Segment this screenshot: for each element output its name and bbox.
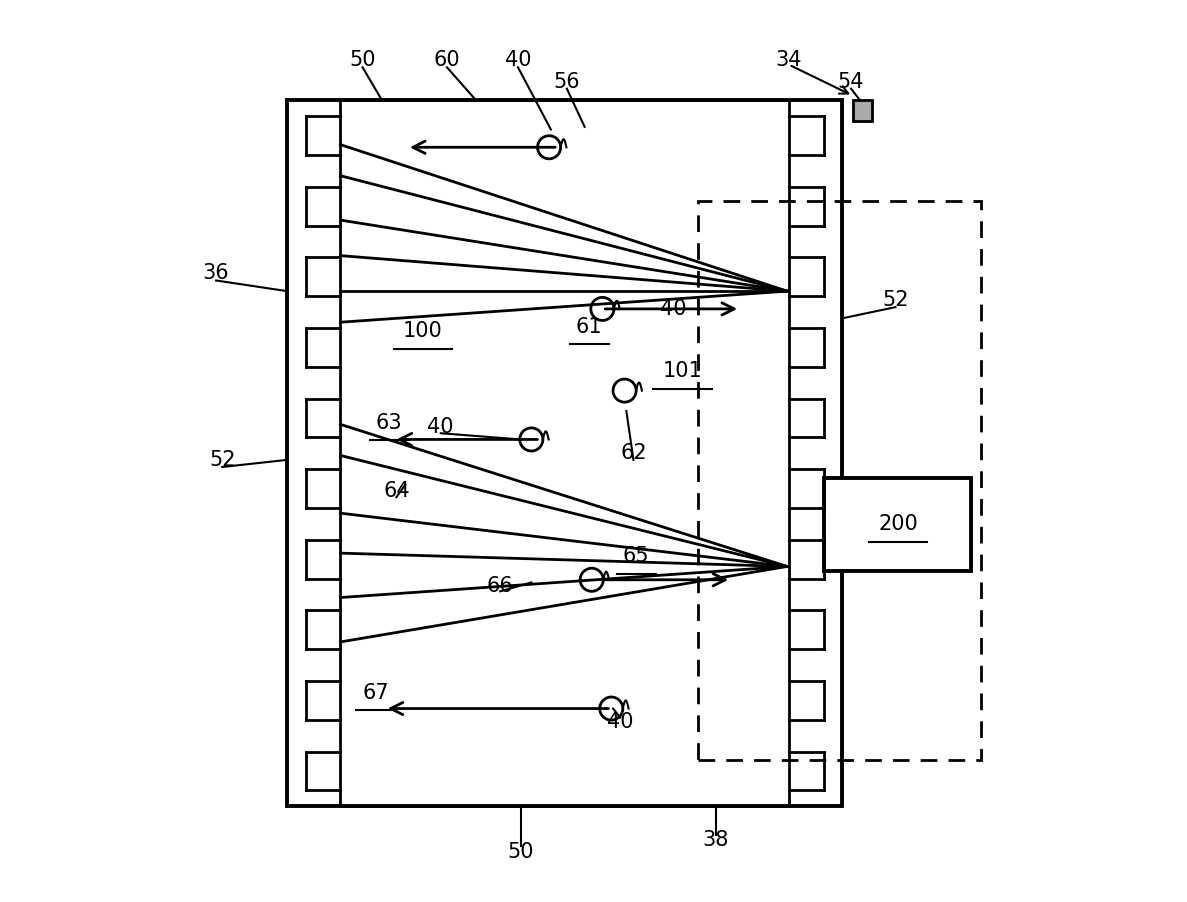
Text: 40: 40 xyxy=(427,417,453,437)
Text: 101: 101 xyxy=(662,361,703,381)
Text: 64: 64 xyxy=(383,481,410,501)
Text: 40: 40 xyxy=(660,299,687,319)
Text: 66: 66 xyxy=(487,576,514,596)
Text: 34: 34 xyxy=(775,51,802,70)
Bar xyxy=(287,100,842,806)
Text: 60: 60 xyxy=(433,51,461,70)
Text: 50: 50 xyxy=(349,51,376,70)
Text: 40: 40 xyxy=(607,712,634,732)
Text: 63: 63 xyxy=(376,412,402,433)
Text: 40: 40 xyxy=(504,51,532,70)
Text: 52: 52 xyxy=(882,290,909,310)
Text: 50: 50 xyxy=(507,842,534,862)
Text: 56: 56 xyxy=(553,72,580,92)
Text: 67: 67 xyxy=(362,683,389,703)
Text: 61: 61 xyxy=(576,317,602,336)
Text: 62: 62 xyxy=(620,443,647,463)
Text: 36: 36 xyxy=(203,263,229,283)
Bar xyxy=(341,100,789,806)
Text: 52: 52 xyxy=(209,450,235,470)
Bar xyxy=(698,200,980,760)
Text: 65: 65 xyxy=(623,546,649,566)
Text: 100: 100 xyxy=(404,321,443,341)
Bar xyxy=(825,478,971,571)
Text: 38: 38 xyxy=(703,830,729,850)
Bar xyxy=(852,100,872,121)
Text: 200: 200 xyxy=(878,514,918,534)
Text: 54: 54 xyxy=(838,72,864,92)
